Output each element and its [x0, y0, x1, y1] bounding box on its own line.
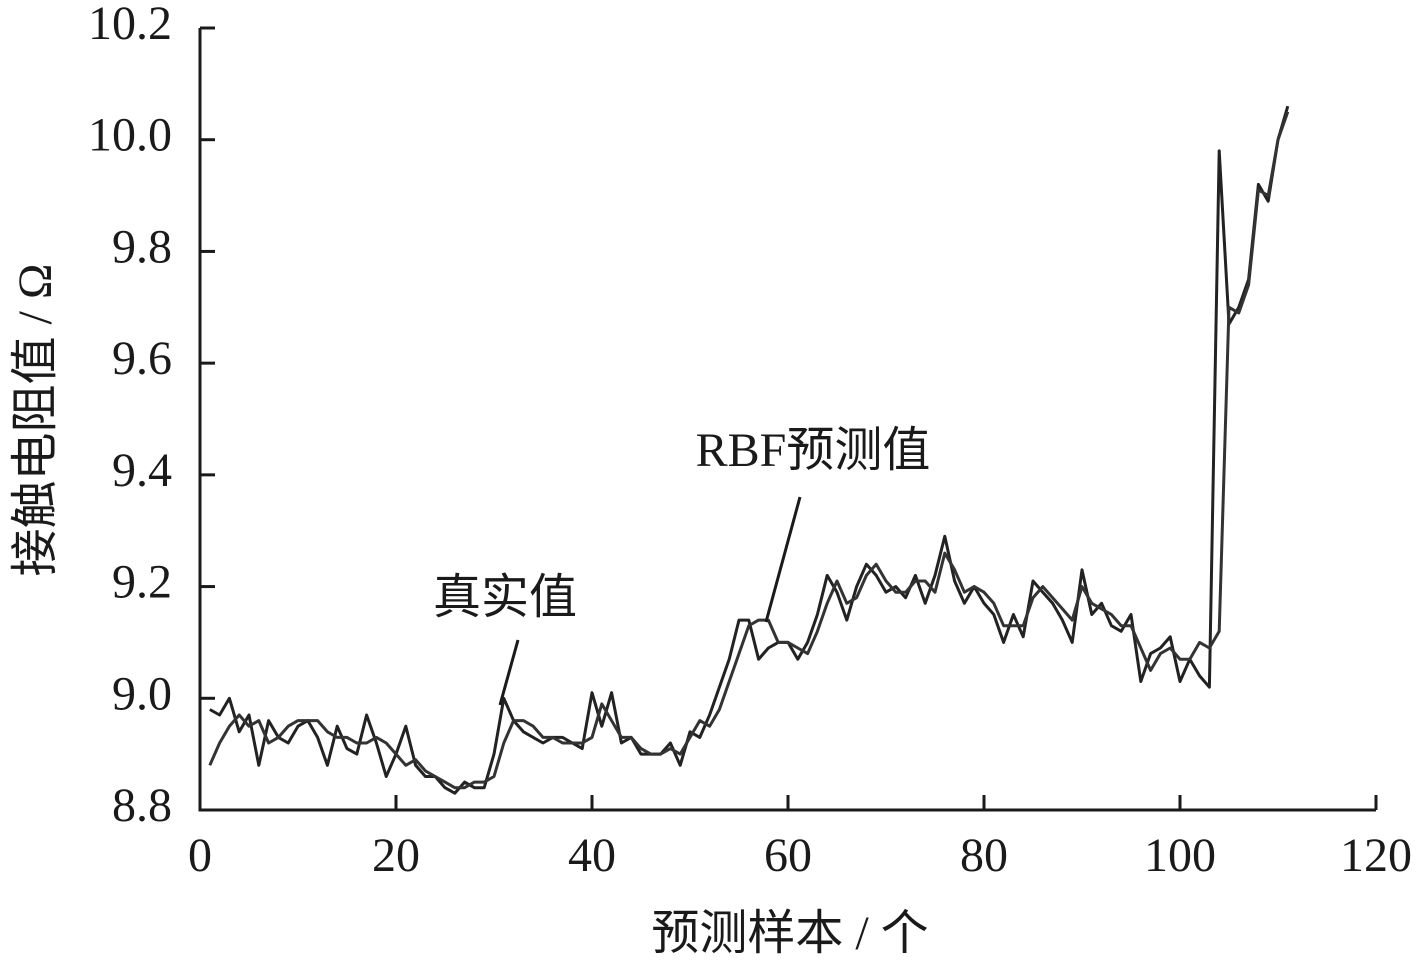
y-tick-label: 9.6	[112, 332, 172, 385]
y-tick-label: 9.2	[112, 556, 172, 609]
y-axis-label: 接触电阻值 / Ω	[9, 263, 62, 576]
series-annotation: 真实值	[433, 571, 577, 624]
y-tick-label: 9.8	[112, 220, 172, 273]
x-tick-label: 20	[372, 829, 420, 882]
y-tick-label: 10.2	[88, 0, 172, 50]
series-line	[208, 111, 1290, 790]
x-tick-label: 100	[1144, 829, 1216, 882]
axes	[198, 28, 1376, 812]
annotation-leader	[498, 639, 520, 706]
y-tick-label: 10.0	[88, 109, 172, 162]
y-tick-label: 9.0	[112, 667, 172, 720]
annotation-leader	[764, 496, 802, 623]
y-tick-label: 8.8	[112, 779, 172, 832]
x-axis-label: 预测样本 / 个	[651, 907, 928, 960]
series-line	[209, 105, 1290, 795]
x-tick-label: 80	[960, 829, 1008, 882]
y-tick-label: 9.4	[112, 444, 172, 497]
series-annotation: RBF预测值	[696, 424, 931, 477]
x-tick-label: 40	[568, 829, 616, 882]
x-tick-label: 60	[764, 829, 812, 882]
x-tick-label: 0	[188, 829, 212, 882]
x-tick-label: 120	[1340, 829, 1412, 882]
